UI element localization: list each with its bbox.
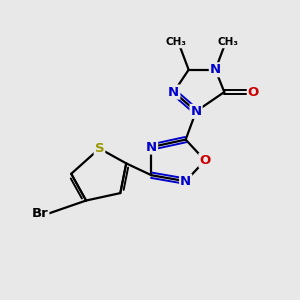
Text: O: O xyxy=(248,85,259,98)
Text: N: N xyxy=(180,175,191,188)
Text: N: N xyxy=(190,105,202,118)
Text: N: N xyxy=(210,63,221,76)
Text: Br: Br xyxy=(32,207,48,220)
Text: S: S xyxy=(95,142,104,155)
Text: O: O xyxy=(200,154,211,167)
Text: N: N xyxy=(146,140,157,154)
Text: N: N xyxy=(168,85,179,98)
Text: CH₃: CH₃ xyxy=(218,38,239,47)
Text: CH₃: CH₃ xyxy=(166,38,187,47)
